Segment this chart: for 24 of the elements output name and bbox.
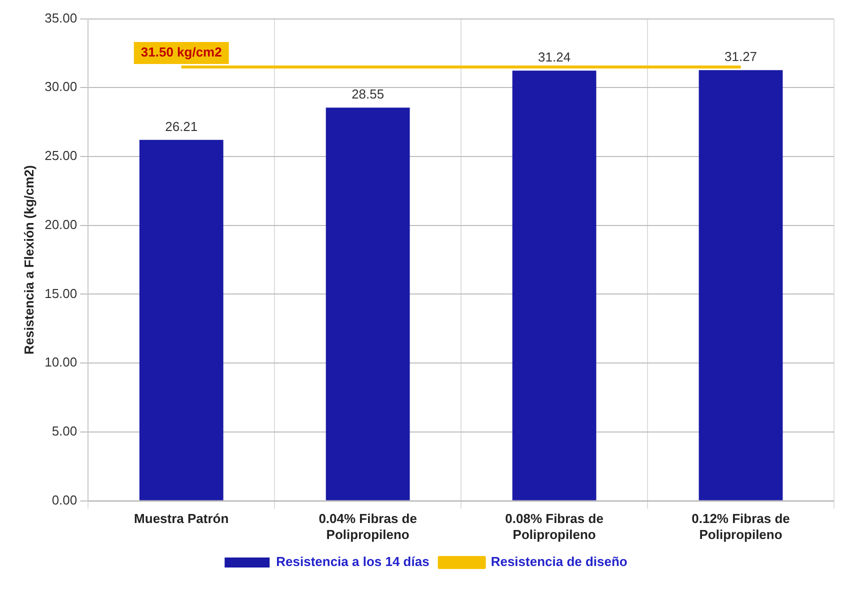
y-tick-label: 5.00 [52,424,78,439]
y-tick-label: 35.00 [44,10,78,26]
data-label: 31.24 [538,50,571,65]
x-tick-label: Muestra Patrón [134,511,229,526]
x-tick-label: 0.12% Fibras de Polipropileno [692,511,790,542]
bar [698,70,783,500]
y-tick-label: 0.00 [52,492,78,508]
data-label: 28.55 [352,86,384,102]
y-tick-label: 30.00 [44,79,78,94]
annotation: 31.50 kg/cm2 [140,44,222,60]
y-tick-label: 15.00 [44,286,78,301]
x-tick-label: 0.08% Fibras de Polipropileno [505,511,604,542]
bar [512,70,596,500]
y-tick-label: 20.00 [44,216,78,232]
data-label: 26.21 [165,118,198,134]
legend-label: Resistencia de diseño [490,554,628,570]
bar [139,140,224,500]
bar [326,108,410,500]
y-tick-label: 10.00 [44,354,78,370]
x-tick-label: 0.04% Fibras de Polipropileno [318,511,417,542]
y-axis-title: Resistencia a Flexión (kg/cm2) [21,165,36,354]
y-tick-label: 25.00 [44,148,78,164]
data-label: 31.27 [724,49,758,64]
legend-label: Resistencia a los 14 días [276,554,430,570]
